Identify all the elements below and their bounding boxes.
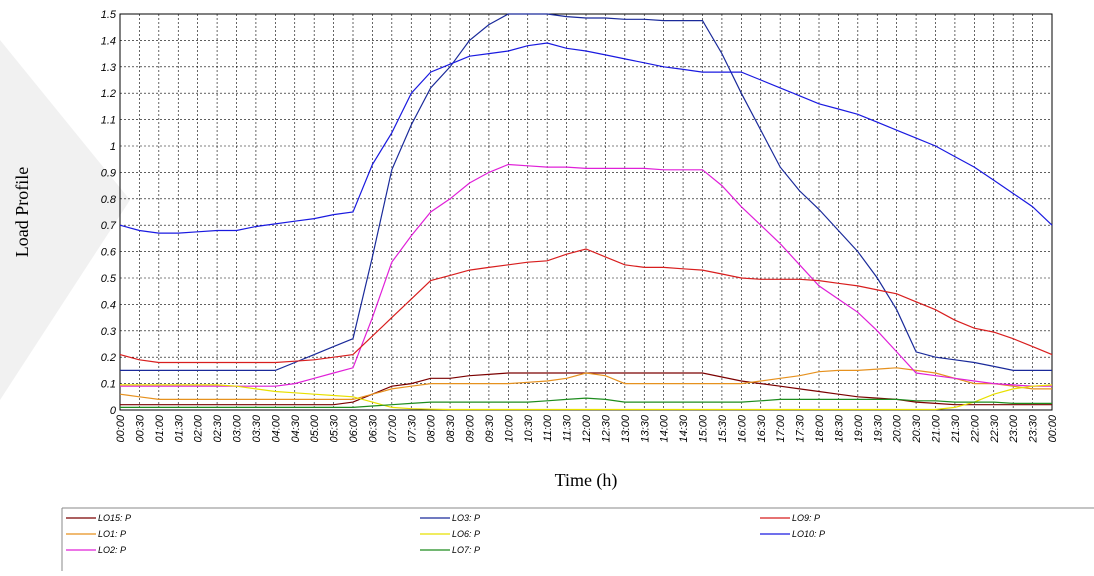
y-tick-label: 1.2: [101, 88, 116, 100]
legend-entry: LO6: P: [452, 529, 480, 539]
x-tick-label: 08:30: [445, 414, 457, 442]
legend-entry: LO1: P: [98, 529, 126, 539]
x-tick-label: 23:30: [1028, 414, 1040, 443]
x-tick-label: 19:00: [853, 414, 865, 442]
legend-entry: LO9: P: [792, 513, 820, 523]
x-tick-label: 03:30: [251, 414, 263, 442]
x-tick-label: 18:30: [833, 414, 845, 442]
x-tick-label: 14:30: [678, 414, 690, 442]
x-tick-label: 06:30: [367, 414, 379, 442]
x-tick-label: 15:00: [698, 414, 710, 442]
y-axis-label: Load Profile: [12, 167, 32, 257]
watermark-shape: [0, 40, 130, 400]
x-tick-label: 15:30: [717, 414, 729, 442]
y-tick-label: 0.9: [101, 167, 116, 179]
x-tick-label: 12:00: [581, 414, 593, 442]
y-axis-ticks: 0 0.1 0.2 0.3 0.4 0.5 0.6 0.7 0.8 0.9 1 1.1 1.2 1.3 1.…: [101, 9, 117, 417]
y-tick-label: 0.7: [101, 220, 117, 232]
x-tick-label: 11:30: [562, 414, 574, 442]
x-tick-label: 13:00: [620, 414, 632, 442]
y-tick-label: 1.3: [101, 62, 117, 74]
x-tick-label: 07:30: [406, 414, 418, 442]
y-tick-label: 1.1: [101, 115, 116, 127]
y-tick-label: 0.8: [101, 194, 117, 206]
x-tick-label: 14:00: [659, 414, 671, 442]
x-tick-label: 18:00: [814, 414, 826, 442]
x-tick-label: 02:00: [193, 414, 205, 442]
series-line-lo2: [120, 163, 1052, 387]
y-tick-label: 0.5: [101, 273, 117, 285]
x-tick-label: 22:30: [989, 414, 1001, 443]
x-tick-label: 09:00: [465, 414, 477, 442]
x-tick-label: 11:00: [542, 414, 554, 442]
x-tick-label: 00:30: [134, 414, 146, 442]
x-tick-label: 02:30: [212, 414, 224, 442]
x-tick-label: 04:30: [290, 414, 302, 442]
x-tick-label: 17:30: [795, 414, 807, 442]
x-tick-label: 22:00: [969, 414, 981, 443]
x-tick-label: 01:00: [154, 414, 166, 442]
x-tick-label: 16:00: [736, 414, 748, 442]
y-tick-label: 1.5: [101, 9, 117, 21]
series-line-lo7: [120, 397, 1052, 408]
x-tick-label: 01:30: [173, 414, 185, 442]
series-line-lo10: [119, 42, 1053, 234]
legend-entry: LO10: P: [792, 529, 825, 539]
x-tick-label: 03:00: [232, 414, 244, 442]
x-tick-label: 17:00: [775, 414, 787, 442]
y-tick-label: 1: [110, 141, 116, 153]
x-tick-label: 13:30: [639, 414, 651, 442]
x-tick-label: 00:00: [1047, 414, 1059, 442]
y-tick-label: 0.4: [101, 299, 116, 311]
y-tick-label: 0.2: [101, 352, 116, 364]
x-tick-label: 04:00: [270, 414, 282, 442]
legend-entry: LO7: P: [452, 545, 480, 555]
series-line-lo9: [119, 248, 1053, 364]
x-tick-label: 07:00: [387, 414, 399, 442]
legend-entry: LO15: P: [98, 513, 131, 523]
x-tick-label: 20:00: [892, 414, 904, 443]
x-tick-label: 21:00: [931, 414, 943, 443]
y-tick-label: 0: [110, 405, 117, 417]
legend-entry: LO3: P: [452, 513, 480, 523]
x-tick-label: 05:30: [329, 414, 341, 442]
series-line-lo1: [119, 367, 1052, 400]
y-tick-label: 0.1: [101, 379, 116, 391]
x-tick-label: 16:30: [756, 414, 768, 442]
series-line-lo3: [120, 13, 1052, 371]
x-tick-label: 10:00: [503, 414, 515, 442]
x-tick-label: 21:30: [950, 414, 962, 443]
x-tick-label: 00:00: [115, 414, 127, 442]
series-line-lo6: [120, 384, 1053, 411]
watermark-logo: [0, 40, 130, 400]
x-tick-label: 09:30: [484, 414, 496, 442]
x-tick-label: 06:00: [348, 414, 360, 442]
x-tick-label: 20:30: [911, 414, 923, 443]
y-tick-label: 0.6: [101, 247, 117, 259]
x-axis-label: Time (h): [555, 470, 618, 491]
x-tick-label: 08:00: [426, 414, 438, 442]
x-tick-label: 23:00: [1008, 414, 1020, 443]
x-tick-label: 05:00: [309, 414, 321, 442]
x-tick-label: 12:30: [600, 414, 612, 442]
x-axis-ticks: 00:00 00:30 01:00 01:30 02:00 02:30 03:00 03:30…: [115, 414, 1059, 443]
grid: [119, 13, 1053, 411]
x-tick-label: 10:30: [523, 414, 535, 442]
legend-entry: LO2: P: [98, 545, 126, 555]
y-tick-label: 0.3: [101, 326, 117, 338]
series-lines: [119, 13, 1053, 411]
x-tick-label: 19:30: [872, 414, 884, 442]
y-tick-label: 1.4: [101, 35, 116, 47]
legend: LO15: P LO3: P LO9: P LO1: P LO6: P LO10: P LO…: [61, 507, 1094, 571]
